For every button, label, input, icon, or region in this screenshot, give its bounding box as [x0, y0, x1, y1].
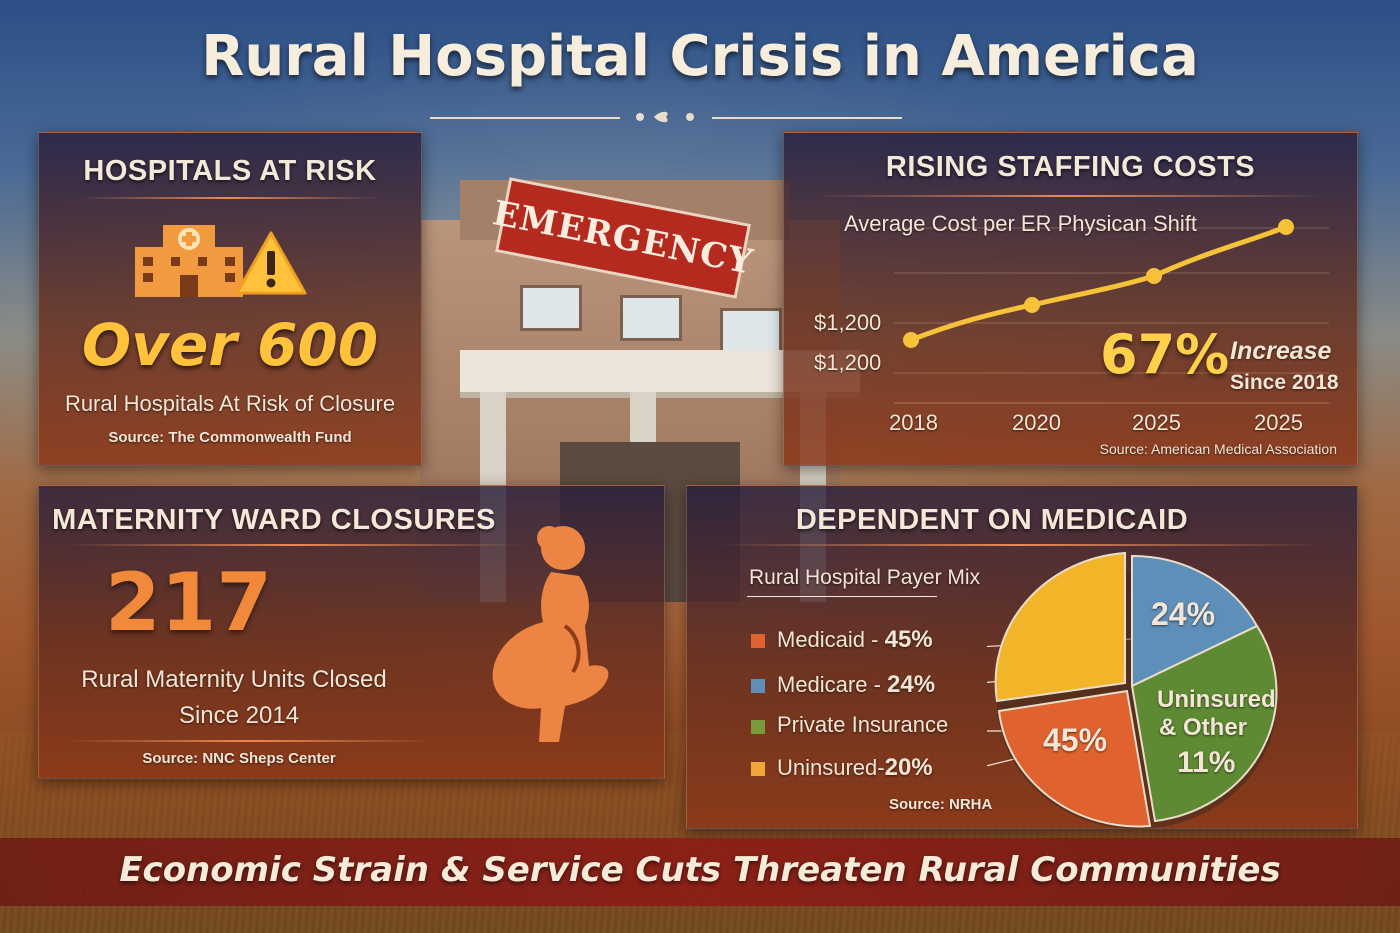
pie-slice-medicaid [997, 689, 1152, 828]
building-window [520, 285, 582, 331]
pie-slice-uninsured-other [1130, 624, 1278, 823]
pregnant-woman-icon [492, 526, 609, 742]
y-axis-label: $1,200 [814, 310, 882, 335]
pie-slice-medicare [1131, 554, 1259, 688]
medicaid-panel: DEPENDENT ON MEDICAID Rural Hospital Pay… [686, 485, 1358, 829]
legend-value: 45% [884, 626, 933, 653]
legend-label: Medicaid - [777, 627, 885, 652]
pie-label-medicaid: 45% [1043, 722, 1108, 758]
panel-heading: MATERNITY WARD CLOSURES [52, 504, 496, 536]
page-title: Rural Hospital Crisis in America [201, 24, 1199, 89]
building-window [620, 295, 682, 341]
legend-uninsured: Uninsured-20% [777, 754, 933, 782]
panel-heading: RISING STAFFING COSTS [885, 151, 1256, 183]
pie-label-medicare: 24% [1151, 596, 1216, 632]
chart-subtitle: Average Cost per ER Physican Shift [844, 211, 1197, 236]
payer-mix-pie-chart [987, 551, 1278, 829]
payer-mix-subtitle: Rural Hospital Payer Mix [749, 566, 981, 589]
data-point [1146, 268, 1162, 284]
pie-slice-uninsured [994, 551, 1126, 703]
legend-swatch-private-insurance [751, 720, 765, 734]
legend-swatch-medicare [751, 679, 765, 693]
y-axis-label: $1,200 [814, 350, 882, 375]
data-point [903, 332, 919, 348]
hospital-icon [135, 225, 243, 297]
source-note: Source: NRHA [889, 796, 993, 813]
bottom-banner-text: Economic Strain & Service Cuts Threaten … [119, 850, 1281, 890]
hospitals-at-risk-count: Over 600 [81, 311, 379, 379]
data-point [1278, 219, 1294, 235]
maternity-closures-count: 217 [105, 556, 272, 649]
heading-rule [713, 544, 1323, 546]
x-axis-label: 2025 [1132, 410, 1181, 435]
title-ornament-icon [636, 111, 694, 123]
title-rule-left [430, 117, 620, 119]
x-axis-label: 2018 [889, 410, 938, 435]
hospitals-at-risk-panel: HOSPITALS AT RISK Over 600 Rural Hospita… [38, 132, 422, 466]
x-axis-label: 2025 [1254, 410, 1303, 435]
x-axis-label: 2020 [1012, 410, 1061, 435]
legend-value: 24% [887, 671, 936, 698]
source-note: Source: American Medical Association [1099, 441, 1337, 457]
panel-heading: HOSPITALS AT RISK [83, 155, 377, 187]
staffing-costs-panel: RISING STAFFING COSTS Average Cost per E… [783, 132, 1358, 466]
legend-label: Medicare - [777, 672, 888, 697]
increase-label: Increase [1230, 337, 1332, 365]
legend-medicaid: Medicaid - 45% [777, 626, 933, 654]
building-window [720, 308, 782, 354]
legend-medicare: Medicare - 24% [777, 671, 935, 699]
increase-since-label: Since 2018 [1230, 371, 1339, 394]
maternity-closures-panel: MATERNITY WARD CLOSURES 217 Rural Matern… [38, 485, 665, 779]
maternity-caption: Rural Maternity Units Closed [81, 666, 387, 693]
bottom-banner [0, 838, 1400, 906]
pie-label-uninsured-line1: Uninsured [1157, 686, 1276, 713]
maternity-caption-since: Since 2014 [178, 702, 300, 729]
heading-rule [814, 195, 1324, 197]
source-note: Source: NNC Sheps Center [142, 750, 336, 767]
increase-percent: 67% [1100, 323, 1230, 386]
source-note: Source: The Commonwealth Fund [108, 429, 352, 446]
subtitle-rule [747, 596, 937, 597]
legend-label: Private Insurance [777, 712, 949, 737]
heading-rule [65, 544, 525, 546]
pie-label-uninsured-line2: & Other [1159, 714, 1248, 741]
legend-private-insurance: Private Insurance [777, 712, 948, 738]
data-point [1024, 297, 1040, 313]
hospitals-at-risk-caption: Rural Hospitals At Risk of Closure [64, 391, 396, 416]
legend-swatch-uninsured [751, 762, 765, 776]
pie-label-uninsured-value: 11% [1177, 746, 1236, 779]
cost-trend-line [910, 224, 1287, 343]
panel-heading: DEPENDENT ON MEDICAID [795, 504, 1189, 536]
legend-swatch-medicaid [751, 634, 765, 648]
warning-icon [235, 231, 307, 295]
staffing-line-chart [894, 219, 1329, 404]
title-rule-right [712, 117, 902, 119]
legend-label: Uninsured- [777, 755, 885, 780]
heading-rule [79, 197, 379, 199]
caption-rule [65, 740, 435, 742]
legend-value: 20% [884, 754, 933, 781]
